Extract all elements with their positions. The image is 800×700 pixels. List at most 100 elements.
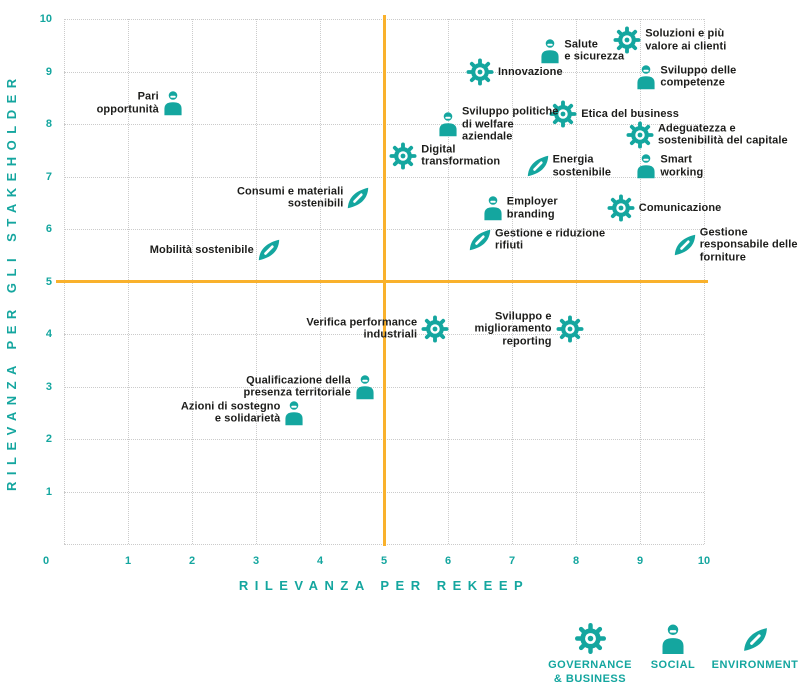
point-label: Energia sostenibile — [553, 154, 612, 179]
point-label: Pari opportunità — [97, 91, 159, 116]
leaf-icon — [690, 622, 800, 654]
point-label-line: industriali — [363, 328, 418, 341]
x-tick-label: 2 — [188, 555, 196, 567]
point-label: Etica del business — [581, 107, 679, 120]
point-label-line: Sviluppo e — [494, 310, 552, 322]
point-label-line: Qualificazione della — [246, 374, 351, 386]
legend-label: GOVERNANCE & BUSINESS — [525, 658, 655, 686]
point-label-line: responsabile delle — [699, 238, 798, 251]
x-tick-label: 3 — [252, 555, 260, 567]
y-tick-label: 8 — [45, 118, 52, 130]
point-label: Digital transformation — [421, 143, 500, 168]
point-label-line: sostenibilità del capitale — [658, 134, 788, 147]
point-label-line: aziendale — [462, 130, 513, 143]
point-label: Employer branding — [507, 196, 558, 221]
point-label-line: Sviluppo politiche — [462, 105, 559, 118]
point-label: Sviluppo politiche di welfare aziendale — [462, 105, 559, 143]
x-tick-label: 10 — [697, 555, 711, 567]
y-tick-label: 5 — [45, 275, 52, 288]
point-label-line: rifiuti — [495, 239, 524, 252]
point-label-line: e solidarietà — [214, 412, 281, 425]
point-label-line: sostenibili — [287, 197, 344, 210]
point-label-line: opportunità — [96, 103, 159, 115]
point-label: Verifica performance industriali — [306, 316, 417, 341]
point-label: Adeguatezza e sostenibilità del capitale — [658, 122, 788, 147]
gear-icon — [421, 315, 449, 343]
point-label-line: Digital — [421, 143, 456, 155]
y-tick-label: 1 — [45, 485, 52, 498]
y-tick-label: 7 — [45, 170, 52, 183]
person-icon — [636, 64, 657, 89]
point-label: Comunicazione — [639, 202, 722, 215]
point-label: Qualificazione della presenza territorial… — [244, 374, 351, 399]
person-icon — [438, 112, 459, 137]
legend-item-social: SOCIAL — [608, 622, 738, 672]
point-label-line: Salute — [564, 38, 599, 50]
point-label-line: Mobilità sostenibile — [149, 243, 254, 256]
point-label: Azioni di sostegno e solidarietà — [181, 400, 281, 425]
person-icon — [482, 196, 503, 221]
y-tick-label: 9 — [45, 65, 52, 78]
point-label: Sviluppo delle competenze — [660, 64, 736, 89]
leaf-icon — [672, 232, 698, 258]
person-icon — [354, 374, 375, 399]
point-label-line: Etica del business — [581, 107, 679, 120]
point-label: Mobilità sostenibile — [150, 244, 254, 257]
point-label: Consumi e materiali sostenibili — [237, 185, 343, 210]
point-label-line: transformation — [421, 155, 501, 168]
person-icon — [540, 38, 561, 63]
point-label-line: Innovazione — [498, 65, 563, 78]
quadrant-line-horizontal — [56, 280, 708, 283]
leaf-icon — [256, 237, 282, 263]
point-label: Sviluppo e miglioramento reporting — [475, 310, 552, 348]
point-label: Soluzioni e più valore ai clienti — [645, 28, 726, 53]
point-label-line: Verifica performance — [306, 316, 418, 329]
point-label: Gestione responsabile delle forniture — [700, 226, 798, 264]
leaf-icon — [345, 185, 371, 211]
x-tick-label: 1 — [124, 555, 132, 567]
point-label-line: Consumi e materiali — [236, 185, 344, 197]
gear-icon — [613, 26, 641, 54]
point-label-line: sostenibile — [552, 166, 612, 178]
y-tick-label: 10 — [39, 13, 52, 25]
point-label-line: branding — [506, 208, 555, 220]
gear-icon — [389, 142, 417, 169]
point-label-line: competenze — [660, 76, 725, 89]
point-label-line: Gestione e riduzione — [495, 227, 606, 239]
person-icon — [608, 622, 738, 654]
point-label-line: Soluzioni e più — [645, 27, 725, 40]
point-label-line: Gestione — [699, 226, 748, 238]
x-tick-label: 6 — [444, 555, 452, 567]
person-icon — [284, 400, 305, 425]
x-axis-title: RILEVANZA PER REKEEP — [238, 578, 530, 593]
gear-icon — [607, 194, 635, 222]
point-label-line: Energia — [552, 153, 594, 166]
person-icon — [162, 91, 183, 116]
gear-icon — [626, 121, 654, 148]
plot-area: Soluzioni e più valore ai clienti Salute e … — [56, 15, 797, 546]
point-label-line: reporting — [502, 335, 552, 347]
point-label-line: miglioramento — [474, 322, 552, 335]
y-tick-label: 3 — [45, 380, 52, 393]
legend-label-line: GOVERNANCE — [548, 659, 632, 671]
y-tick-label: 6 — [45, 223, 52, 235]
point-label-line: forniture — [699, 251, 746, 263]
y-tick-label: 4 — [45, 328, 52, 340]
point-label: Salute e sicurezza — [564, 38, 624, 63]
person-icon — [636, 154, 657, 179]
point-label-line: Pari — [137, 90, 159, 103]
point-label-line: presenza territoriale — [243, 386, 351, 399]
x-tick-label: 7 — [508, 555, 516, 567]
legend-item-governance: GOVERNANCE & BUSINESS — [525, 622, 655, 686]
point-label-line: Comunicazione — [638, 201, 722, 214]
legend-label: SOCIAL — [608, 658, 738, 672]
legend-label: ENVIRONMENT — [690, 658, 800, 672]
point-label-line: valore ai clienti — [645, 40, 727, 52]
point-label-line: Smart — [660, 153, 693, 166]
x-tick-label: 0 — [42, 555, 50, 567]
x-tick-label: 4 — [316, 555, 324, 567]
point-label-line: Adeguatezza e — [658, 122, 736, 134]
point-label-line: Employer — [506, 195, 558, 208]
point-label-line: Sviluppo delle — [660, 64, 737, 77]
